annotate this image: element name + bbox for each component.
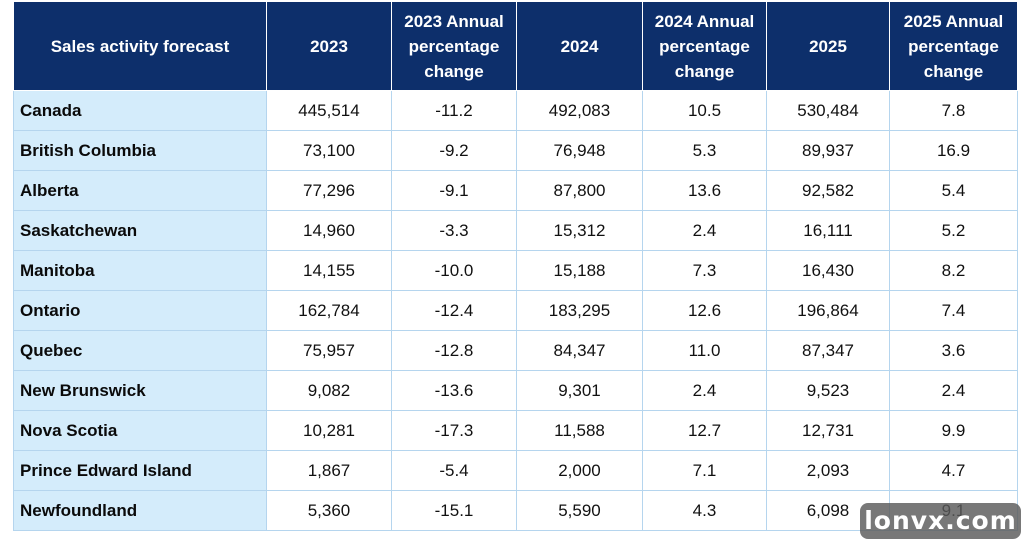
change-2023-cell: -3.3 <box>391 210 517 251</box>
table-row: Nova Scotia 10,281 -17.3 11,588 12.7 12,731 9.… <box>13 410 1018 451</box>
header-2023-annual-change: 2023 Annual percentage change <box>391 1 517 91</box>
sales-2024-cell: 76,948 <box>516 130 643 171</box>
change-2023-cell: -9.2 <box>391 130 517 171</box>
sales-forecast-table: Sales activity forecast 2023 2023 Annual… <box>13 1 1018 531</box>
change-2025-cell: 8.2 <box>889 250 1018 291</box>
change-2023-cell: -12.8 <box>391 330 517 371</box>
sales-2023-cell: 9,082 <box>266 370 392 411</box>
sales-2023-cell: 162,784 <box>266 290 392 331</box>
table-row: Alberta 77,296 -9.1 87,800 13.6 92,582 5.4 <box>13 170 1018 211</box>
sales-2023-cell: 1,867 <box>266 450 392 491</box>
table-row: British Columbia 73,100 -9.2 76,948 5.3 89,93… <box>13 130 1018 171</box>
change-2024-cell: 2.4 <box>642 210 767 251</box>
change-2023-cell: -15.1 <box>391 490 517 531</box>
change-2024-cell: 7.3 <box>642 250 767 291</box>
table-row: Ontario 162,784 -12.4 183,295 12.6 196,864 7.4 <box>13 290 1018 331</box>
change-2025-cell: 7.4 <box>889 290 1018 331</box>
region-cell: Manitoba <box>13 250 267 291</box>
sales-2023-cell: 14,960 <box>266 210 392 251</box>
sales-2023-cell: 445,514 <box>266 90 392 131</box>
sales-2023-cell: 10,281 <box>266 410 392 451</box>
region-cell: Saskatchewan <box>13 210 267 251</box>
region-cell: New Brunswick <box>13 370 267 411</box>
header-sales-activity-forecast: Sales activity forecast <box>13 1 267 91</box>
sales-2023-cell: 5,360 <box>266 490 392 531</box>
change-2024-cell: 7.1 <box>642 450 767 491</box>
table-row: Manitoba 14,155 -10.0 15,188 7.3 16,430 8.2 <box>13 250 1018 291</box>
region-cell: Canada <box>13 90 267 131</box>
table-row: New Brunswick 9,082 -13.6 9,301 2.4 9,523 2.4 <box>13 370 1018 411</box>
sales-2025-cell: 530,484 <box>766 90 890 131</box>
sales-2023-cell: 14,155 <box>266 250 392 291</box>
watermark-logo: lonvx.com <box>860 503 1021 539</box>
change-2025-cell: 5.2 <box>889 210 1018 251</box>
table-body: Canada 445,514 -11.2 492,083 10.5 530,484 7.8 B… <box>13 90 1018 531</box>
header-row: Sales activity forecast 2023 2023 Annual… <box>13 1 1018 91</box>
sales-2025-cell: 16,430 <box>766 250 890 291</box>
change-2025-cell: 4.7 <box>889 450 1018 491</box>
sales-2025-cell: 9,523 <box>766 370 890 411</box>
change-2024-cell: 13.6 <box>642 170 767 211</box>
sales-2024-cell: 15,312 <box>516 210 643 251</box>
sales-2025-cell: 92,582 <box>766 170 890 211</box>
change-2024-cell: 5.3 <box>642 130 767 171</box>
table-row: Quebec 75,957 -12.8 84,347 11.0 87,347 3.6 <box>13 330 1018 371</box>
change-2024-cell: 12.7 <box>642 410 767 451</box>
change-2025-cell: 7.8 <box>889 90 1018 131</box>
sales-2023-cell: 73,100 <box>266 130 392 171</box>
table-row: Prince Edward Island 1,867 -5.4 2,000 7.1 2,0… <box>13 450 1018 491</box>
sales-2023-cell: 75,957 <box>266 330 392 371</box>
sales-2024-cell: 11,588 <box>516 410 643 451</box>
change-2023-cell: -17.3 <box>391 410 517 451</box>
sales-2024-cell: 5,590 <box>516 490 643 531</box>
sales-2025-cell: 196,864 <box>766 290 890 331</box>
region-cell: Quebec <box>13 330 267 371</box>
sales-2025-cell: 16,111 <box>766 210 890 251</box>
region-cell: Alberta <box>13 170 267 211</box>
sales-2025-cell: 12,731 <box>766 410 890 451</box>
region-cell: Ontario <box>13 290 267 331</box>
sales-2024-cell: 87,800 <box>516 170 643 211</box>
sales-2024-cell: 183,295 <box>516 290 643 331</box>
change-2024-cell: 10.5 <box>642 90 767 131</box>
change-2025-cell: 3.6 <box>889 330 1018 371</box>
change-2023-cell: -5.4 <box>391 450 517 491</box>
sales-2024-cell: 2,000 <box>516 450 643 491</box>
sales-2024-cell: 9,301 <box>516 370 643 411</box>
region-cell: British Columbia <box>13 130 267 171</box>
header-2024-annual-change: 2024 Annual percentage change <box>642 1 767 91</box>
header-2024: 2024 <box>516 1 643 91</box>
sales-2024-cell: 492,083 <box>516 90 643 131</box>
header-2025-annual-change: 2025 Annual percentage change <box>889 1 1018 91</box>
change-2023-cell: -10.0 <box>391 250 517 291</box>
change-2023-cell: -9.1 <box>391 170 517 211</box>
region-cell: Newfoundland <box>13 490 267 531</box>
sales-2025-cell: 87,347 <box>766 330 890 371</box>
change-2023-cell: -11.2 <box>391 90 517 131</box>
table-row: Canada 445,514 -11.2 492,083 10.5 530,484 7.8 <box>13 90 1018 131</box>
header-2023: 2023 <box>266 1 392 91</box>
sales-2024-cell: 15,188 <box>516 250 643 291</box>
sales-2023-cell: 77,296 <box>266 170 392 211</box>
change-2025-cell: 16.9 <box>889 130 1018 171</box>
change-2024-cell: 11.0 <box>642 330 767 371</box>
table-row: Saskatchewan 14,960 -3.3 15,312 2.4 16,111 5.2 <box>13 210 1018 251</box>
region-cell: Prince Edward Island <box>13 450 267 491</box>
change-2024-cell: 2.4 <box>642 370 767 411</box>
sales-2024-cell: 84,347 <box>516 330 643 371</box>
change-2025-cell: 2.4 <box>889 370 1018 411</box>
change-2023-cell: -13.6 <box>391 370 517 411</box>
sales-2025-cell: 89,937 <box>766 130 890 171</box>
region-cell: Nova Scotia <box>13 410 267 451</box>
change-2024-cell: 4.3 <box>642 490 767 531</box>
sales-2025-cell: 2,093 <box>766 450 890 491</box>
change-2023-cell: -12.4 <box>391 290 517 331</box>
header-2025: 2025 <box>766 1 890 91</box>
change-2025-cell: 5.4 <box>889 170 1018 211</box>
change-2025-cell: 9.9 <box>889 410 1018 451</box>
change-2024-cell: 12.6 <box>642 290 767 331</box>
